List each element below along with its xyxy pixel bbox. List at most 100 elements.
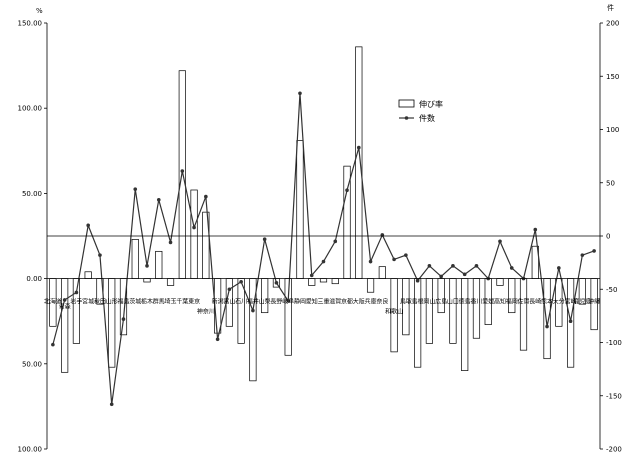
category-label: 徳島	[459, 298, 471, 306]
bar	[378, 266, 386, 279]
bar	[366, 278, 375, 293]
bar	[61, 278, 69, 373]
line-point	[474, 264, 479, 268]
left-axis-unit: %	[36, 7, 43, 15]
left-tick-label: 100.00	[18, 446, 43, 452]
line-point	[545, 324, 549, 329]
category-label: 岐阜	[282, 298, 294, 306]
bar	[331, 278, 339, 285]
left-tick-label: 50.00	[22, 190, 42, 198]
category-label: 新潟	[212, 298, 224, 306]
bar	[508, 278, 516, 314]
category-label: 奈良	[376, 298, 388, 306]
left-tick-label: 150.00	[18, 20, 43, 28]
bar	[437, 278, 445, 314]
line-point	[404, 253, 408, 257]
bar	[296, 140, 304, 279]
line-point	[309, 273, 314, 278]
legend-bar-label: 伸び率	[419, 99, 443, 109]
category-label: 埼玉	[165, 298, 177, 306]
category-label: 石川	[235, 299, 247, 306]
category-label: 佐賀	[518, 298, 530, 306]
left-axis-ticks: 150.00 100.00 50.00 0.00 50.00 100.00	[18, 20, 47, 452]
category-label: 沖縄	[588, 298, 600, 306]
line-point	[109, 402, 114, 407]
right-tick-label: 150	[606, 73, 619, 81]
bar	[108, 278, 116, 368]
line-point	[451, 264, 455, 268]
category-label: 北海道	[44, 298, 62, 306]
category-label: 神奈川	[197, 308, 215, 316]
line-point	[192, 225, 196, 230]
line-point	[156, 197, 161, 202]
bar	[72, 278, 81, 344]
bar	[166, 278, 175, 286]
bar	[414, 278, 422, 368]
line-point	[462, 272, 467, 277]
category-label: 愛知	[306, 298, 318, 306]
category-label: 長野	[270, 298, 282, 306]
line-point	[74, 290, 79, 295]
legend-bar-swatch	[398, 99, 415, 108]
category-label: 宮城	[82, 298, 94, 306]
category-label: 山梨	[259, 298, 271, 306]
line-point	[62, 298, 67, 302]
line-point	[392, 257, 396, 262]
category-label: 福井	[247, 298, 259, 306]
category-label: 福岡	[506, 298, 518, 306]
bar	[496, 278, 504, 286]
right-tick-label: 200	[606, 20, 619, 28]
category-label: 大阪	[353, 298, 365, 306]
right-tick-label: -50	[606, 286, 617, 294]
right-tick-label: 100	[606, 126, 619, 134]
line-point	[239, 279, 243, 284]
category-label: 高知	[494, 298, 506, 306]
bar	[402, 278, 410, 336]
category-label: 広島	[435, 298, 447, 306]
category-label: 宮崎	[565, 298, 577, 306]
category-label: 茨城	[129, 298, 141, 306]
category-label: 青森	[59, 303, 71, 311]
category-label: 秋田	[94, 298, 106, 306]
bar	[308, 278, 316, 286]
line-point	[557, 266, 561, 270]
bar	[519, 278, 528, 351]
category-label: 栃木	[141, 298, 153, 306]
category-label: 群馬	[153, 298, 165, 306]
bar-series	[49, 46, 598, 382]
right-tick-label: -150	[606, 392, 622, 400]
line-point	[227, 287, 232, 292]
bar	[449, 278, 457, 344]
line-series	[51, 91, 596, 407]
line-point	[204, 194, 208, 199]
right-tick-label: 0	[606, 233, 610, 241]
line-point	[180, 169, 185, 173]
line-point	[133, 187, 138, 191]
right-tick-label: -100	[606, 339, 622, 347]
legend-box	[383, 97, 475, 127]
category-label: 岡山	[423, 298, 435, 306]
right-axis-ticks: 200 150 100 50 0 -50 -100 -150 -200	[600, 20, 622, 452]
legend-line-marker	[404, 116, 409, 120]
bar	[261, 278, 269, 314]
bar	[119, 278, 128, 336]
line-point	[498, 239, 502, 244]
line-point	[533, 227, 538, 232]
category-label: 山形	[106, 298, 118, 306]
right-axis-unit: 件	[607, 3, 614, 12]
line-point	[321, 259, 326, 264]
bar	[143, 278, 151, 283]
category-label: 滋賀	[329, 298, 341, 306]
category-label: 大分	[553, 298, 565, 306]
line-point	[368, 259, 373, 264]
left-tick-label: 50.00	[22, 360, 42, 368]
line-point	[121, 317, 126, 321]
legend: 伸び率 件数	[383, 97, 475, 127]
category-label: 三重	[317, 298, 329, 306]
line-point	[509, 266, 514, 270]
category-label: 京都	[341, 298, 353, 306]
line-point	[51, 342, 55, 347]
category-label: 岩手	[70, 298, 82, 306]
category-label: 香川	[470, 298, 482, 306]
category-label: 和歌山	[385, 308, 403, 316]
